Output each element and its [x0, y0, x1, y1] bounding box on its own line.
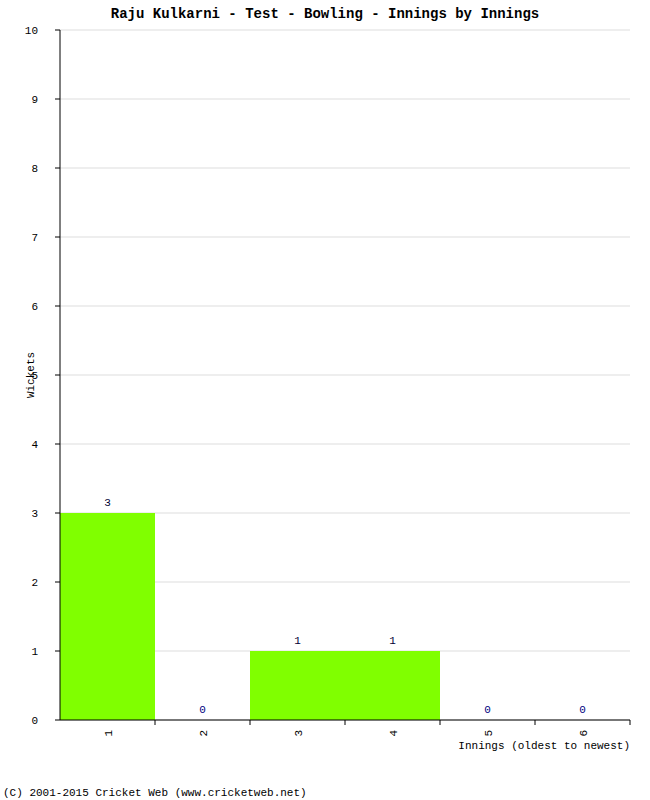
data-label: 0	[579, 704, 586, 716]
bar	[60, 513, 155, 720]
x-axis-label: Innings (oldest to newest)	[458, 740, 630, 752]
grid-line	[60, 306, 630, 307]
y-tick-label: 1	[31, 646, 38, 658]
x-tick	[250, 720, 251, 725]
data-label: 0	[484, 704, 491, 716]
bar	[345, 651, 440, 720]
y-tick-label: 7	[31, 232, 38, 244]
data-label: 3	[104, 497, 111, 509]
data-label: 1	[294, 635, 301, 647]
y-tick	[55, 651, 60, 652]
y-tick-label: 2	[31, 577, 38, 589]
x-tick-label: 5	[483, 730, 495, 737]
grid-line	[60, 237, 630, 238]
y-tick-label: 6	[31, 301, 38, 313]
y-tick-label: 0	[31, 715, 38, 727]
x-tick-label: 4	[388, 730, 400, 737]
y-tick	[55, 720, 60, 721]
data-label: 1	[389, 635, 396, 647]
x-tick	[535, 720, 536, 725]
x-tick	[155, 720, 156, 725]
y-tick	[55, 99, 60, 100]
x-tick	[345, 720, 346, 725]
grid-line	[60, 99, 630, 100]
x-tick-label: 1	[103, 730, 115, 737]
y-tick	[55, 306, 60, 307]
y-tick-label: 8	[31, 163, 38, 175]
title: Raju Kulkarni - Test - Bowling - Innings…	[111, 6, 539, 22]
x-tick-label: 3	[293, 730, 305, 737]
y-tick-label: 4	[31, 439, 38, 451]
chart-root: Raju Kulkarni - Test - Bowling - Innings…	[0, 0, 650, 800]
y-tick	[55, 582, 60, 583]
y-tick-label: 3	[31, 508, 38, 520]
y-tick	[55, 237, 60, 238]
y-tick	[55, 513, 60, 514]
y-tick	[55, 30, 60, 31]
background	[0, 0, 650, 800]
y-axis-label: Wickets	[25, 352, 37, 398]
y-tick-label: 10	[25, 25, 38, 37]
chart: Raju Kulkarni - Test - Bowling - Innings…	[0, 0, 650, 800]
grid-line	[60, 30, 630, 31]
x-tick	[440, 720, 441, 725]
y-tick	[55, 444, 60, 445]
x-tick	[630, 720, 631, 725]
x-tick-label: 6	[578, 730, 590, 737]
grid-line	[60, 375, 630, 376]
y-tick	[55, 375, 60, 376]
x-tick-label: 2	[198, 730, 210, 737]
y-axis	[60, 30, 61, 720]
bars	[60, 513, 440, 720]
bar	[250, 651, 345, 720]
grid-line	[60, 168, 630, 169]
y-tick	[55, 168, 60, 169]
grid-line	[60, 444, 630, 445]
data-label: 0	[199, 704, 206, 716]
annotation: (C) 2001-2015 Cricket Web (www.cricketwe…	[3, 787, 307, 799]
y-tick-label: 9	[31, 94, 38, 106]
